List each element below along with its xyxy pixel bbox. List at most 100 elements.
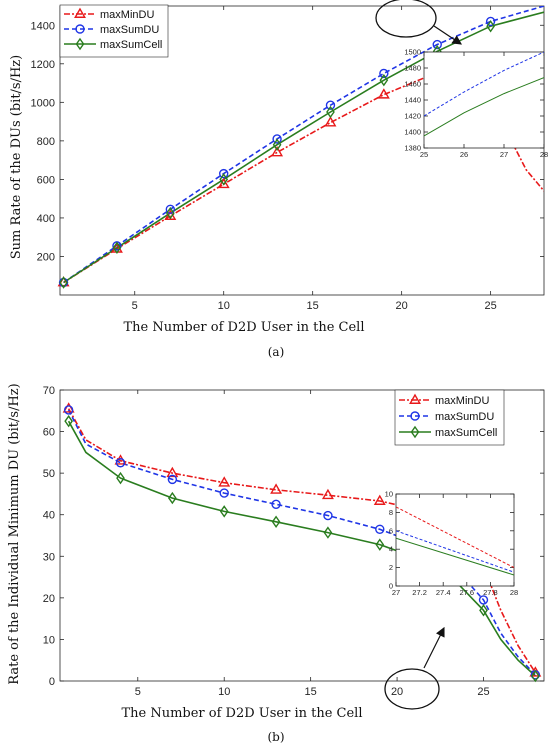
chart-b-xlabel: The Number of D2D User in the Cell <box>121 706 362 721</box>
chart-a-point-maxmindu <box>217 177 230 189</box>
chart-a-point-maxsumcell <box>326 105 335 119</box>
chart-a-inset-ytick-label: 1420 <box>404 112 421 121</box>
chart-a-point-maxsumcell <box>59 276 68 289</box>
chart-a-point-maxsumdu <box>165 204 176 214</box>
chart-b-point-maxsumcell <box>323 526 333 539</box>
chart-b-inset-ytick-label: 4 <box>389 545 393 554</box>
chart-a-inset-series-maxsumcell <box>424 77 544 137</box>
chart-b-ytick-label: 50 <box>43 468 55 480</box>
legend-b-maxmindu-label: maxMinDU <box>435 395 489 407</box>
chart-a-inset-ytick-label: 1440 <box>404 96 421 105</box>
chart-a-xtick-label: 5 <box>132 300 138 312</box>
chart-a-point-maxsumdu <box>432 39 442 50</box>
chart-a-ytick-label: 1400 <box>31 20 55 32</box>
chart-b-zoom-ellipse <box>384 668 440 710</box>
chart-b-ytick-label: 60 <box>43 427 55 439</box>
chart-a-series-maxsumdu <box>63 6 544 284</box>
chart-a-ytick-label: 800 <box>37 136 55 148</box>
chart-b-inset-xtick-label: 28 <box>510 588 518 597</box>
chart-a-point-maxmindu <box>271 146 284 157</box>
chart-a-point-maxsumcell <box>272 138 282 151</box>
chart-a-point-maxsumcell <box>486 20 495 33</box>
chart-b-legend: maxMinDU maxSumDU maxSumCell <box>394 389 505 446</box>
chart-a-axes-frame <box>59 5 545 296</box>
chart-a-inset-xtick-label: 27 <box>500 150 508 159</box>
chart-b-point-maxsumdu <box>478 595 489 605</box>
chart-a-point-maxsumdu <box>379 68 389 79</box>
chart-b-inset-axes-frame <box>395 493 515 587</box>
chart-a-inset-ytick-label: 1500 <box>404 48 421 57</box>
chart-b-point-maxsumdu <box>375 524 385 534</box>
chart-b-inset: 27 27.2 27.4 27.6 27.8 28 0 2 4 6 8 10 <box>385 490 519 598</box>
chart-b-point-maxmindu <box>62 402 75 413</box>
chart-b-point-maxsumdu <box>63 405 74 415</box>
chart-b-inset-ytick-label: 6 <box>389 526 393 535</box>
chart-b-point-maxmindu <box>270 483 283 494</box>
legend-a-maxsumdu-label: maxSumDU <box>100 24 159 36</box>
chart-a-xtick-label: 10 <box>218 300 230 312</box>
chart-a-inset-ytick-label: 1480 <box>404 64 421 73</box>
chart-a-ytick-label: 400 <box>37 213 55 225</box>
chart-b-ytick-label: 40 <box>43 510 55 522</box>
chart-a-point-maxsumcell <box>165 206 175 220</box>
chart-b-series-maxsumdu <box>67 409 536 676</box>
chart-b-xtick-label: 20 <box>391 686 403 698</box>
chart-b-ytick-label: 10 <box>43 634 55 646</box>
chart-b-inset-ytick-label: 10 <box>385 490 393 499</box>
legend-b-swatch-marker-maxmindu <box>409 393 421 404</box>
chart-b-point-maxsumdu <box>323 510 333 521</box>
chart-b-axes-frame <box>59 389 545 682</box>
chart-b-point-maxsumdu <box>219 488 229 498</box>
chart-b-point-maxsumdu <box>167 474 178 485</box>
legend-b-maxsumcell-label: maxSumCell <box>435 427 497 439</box>
chart-a-xtick-label: 15 <box>307 300 319 312</box>
chart-a: 5 10 15 20 25 200 400 600 800 1000 1200 1400 The Nu… <box>9 0 548 359</box>
chart-b-series-maxsumcell <box>67 420 536 677</box>
chart-a-inset-ytick-label: 1380 <box>404 144 421 153</box>
chart-b-point-maxmindu <box>218 476 231 487</box>
chart-b-point-maxsumcell <box>531 669 540 683</box>
chart-b-inset-ytick-label: 2 <box>389 563 393 572</box>
chart-a-xtick-label: 20 <box>396 300 408 312</box>
chart-b-point-maxmindu <box>321 488 334 500</box>
chart-b-inset-bg <box>396 494 514 586</box>
legend-a-swatch-marker-maxsumdu <box>75 24 85 34</box>
legend-b-maxsumdu-label: maxSumDU <box>435 411 494 423</box>
chart-b-ytick-label: 20 <box>43 593 55 605</box>
chart-a-caption: (a) <box>268 345 285 359</box>
chart-b-xtick-label: 15 <box>305 686 317 698</box>
chart-b-inset-ytick-label: 0 <box>389 582 393 591</box>
chart-b-point-maxsumcell <box>219 505 229 518</box>
chart-a-point-maxsumcell <box>112 241 122 255</box>
chart-b-inset-xtick-label: 27.2 <box>412 588 427 597</box>
legend-b-swatch-marker-maxsumcell <box>410 425 420 439</box>
chart-a-point-maxsumdu <box>325 100 336 110</box>
chart-b-point-maxsumcell <box>168 491 177 505</box>
chart-a-point-maxsumcell <box>379 73 389 87</box>
chart-a-inset-ytick-label: 1400 <box>404 128 421 137</box>
chart-b-ytick-label: 70 <box>43 385 55 397</box>
chart-a-inset-ytick-label: 1460 <box>404 80 421 89</box>
chart-a-point-maxsumdu <box>485 16 496 27</box>
legend-b-swatch-marker-maxsumdu <box>410 411 420 421</box>
chart-a-zoom-arrow <box>433 25 462 45</box>
chart-a-inset-xtick-label: 26 <box>460 150 468 159</box>
chart-b-point-maxsumdu <box>271 499 281 510</box>
chart-b-inset-xtick-label: 27.4 <box>436 588 451 597</box>
chart-b-inset-xtick-label: 27 <box>392 588 400 597</box>
chart-b-inset-xtick-label: 27.8 <box>483 588 498 597</box>
chart-b-inset-series-maxmindu <box>396 506 514 569</box>
chart-a-ytick-label: 200 <box>37 251 55 263</box>
chart-b-point-maxsumcell <box>479 604 488 617</box>
legend-a-maxsumcell-label: maxSumCell <box>100 39 162 51</box>
chart-b-inset-ytick-label: 8 <box>389 508 393 517</box>
chart-a-inset-bg <box>424 52 544 148</box>
chart-a-point-maxsumcell <box>219 173 229 186</box>
legend-a-swatch-marker-maxsumcell <box>75 37 85 51</box>
chart-b-series-maxmindu <box>67 408 537 674</box>
chart-b-point-maxsumcell <box>116 471 125 485</box>
chart-b-inset-series-maxsumdu <box>396 530 514 573</box>
chart-a-zoom-ellipse <box>375 0 437 38</box>
